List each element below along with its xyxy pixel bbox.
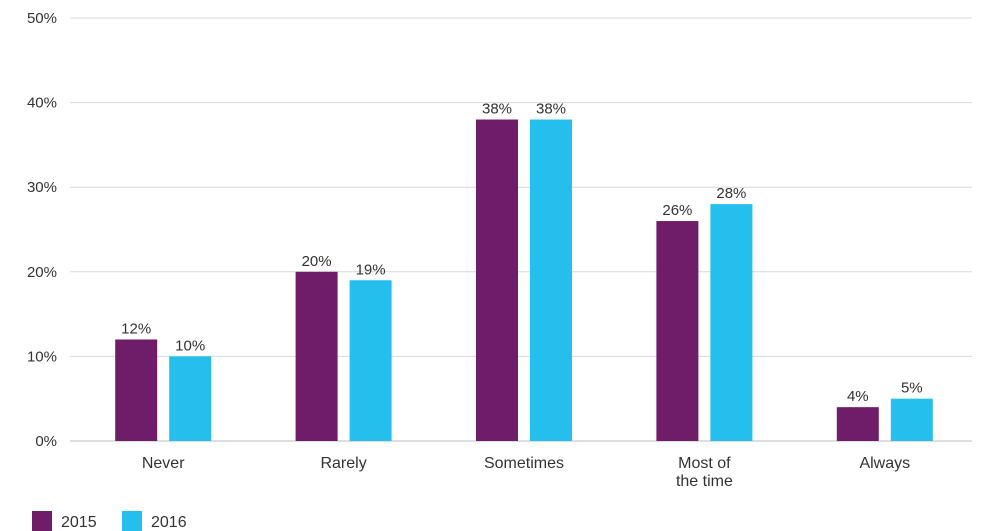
category-label: the time: [676, 473, 733, 490]
data-label: 28%: [716, 185, 746, 202]
y-tick-label: 0%: [35, 433, 57, 450]
bar-2016-0: [169, 356, 212, 441]
category-label: Most of: [678, 455, 731, 472]
data-labels: 12% 10% 20% 19% 38% 38% 26% 28% 4% 5%: [121, 101, 922, 406]
y-tick-label: 10%: [27, 348, 57, 365]
legend-label: 2016: [151, 514, 187, 531]
category-label: Rarely: [320, 455, 366, 472]
bars: [115, 119, 933, 442]
y-tick-label: 40%: [27, 95, 57, 112]
legend-swatch-2015: [32, 511, 52, 531]
bar-2016-1: [349, 280, 392, 441]
legend-label: 2015: [61, 514, 97, 531]
data-label: 38%: [482, 101, 512, 118]
category-label: Always: [859, 455, 910, 472]
bar-2015-0: [115, 339, 158, 441]
grid-lines: [70, 17, 972, 442]
bar-2016-3: [710, 204, 753, 441]
legend: 2015 2016: [32, 511, 187, 531]
data-label: 4%: [847, 388, 869, 405]
category-label: Never: [142, 455, 185, 472]
data-label: 19%: [356, 261, 386, 278]
bar-2015-4: [836, 407, 879, 441]
y-tick-label: 50%: [27, 10, 57, 27]
bar-2016-2: [530, 119, 572, 442]
bar-2015-3: [656, 221, 699, 441]
legend-swatch-2016: [122, 511, 142, 531]
data-label: 12%: [121, 320, 151, 337]
data-label: 38%: [536, 101, 566, 118]
bar-2015-1: [295, 271, 338, 441]
category-label: Sometimes: [484, 455, 564, 472]
y-axis-tick-labels: 0% 10% 20% 30% 40% 50%: [27, 10, 57, 450]
data-label: 10%: [175, 337, 205, 354]
data-label: 26%: [662, 202, 692, 219]
data-label: 20%: [302, 253, 332, 270]
data-label: 5%: [901, 380, 923, 397]
y-tick-label: 30%: [27, 179, 57, 196]
y-tick-label: 20%: [27, 264, 57, 281]
bar-2015-2: [476, 119, 518, 442]
bar-2016-4: [890, 398, 933, 441]
